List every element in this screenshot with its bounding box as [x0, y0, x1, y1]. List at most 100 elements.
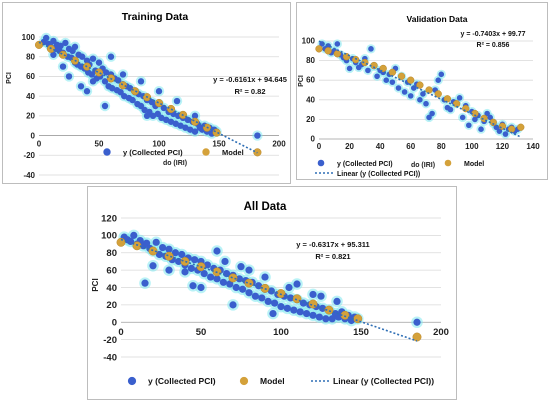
collected-pci-point: [191, 112, 199, 120]
model-point: [333, 50, 341, 58]
legend-swatch: [127, 376, 137, 386]
model-point: [517, 123, 525, 131]
y-tick-label: 100: [101, 231, 117, 242]
y-axis-label: PCI: [91, 278, 100, 291]
y-axis-label: PCI: [6, 72, 13, 84]
collected-pci-point: [245, 289, 253, 297]
legend-label: Model: [464, 161, 484, 168]
trendline-equation: y = -0.6161x + 94.645: [213, 75, 287, 84]
legend-swatch: [317, 159, 325, 167]
collected-pci-point: [296, 308, 304, 316]
collected-pci-point: [315, 313, 323, 321]
x-tick-label: 120: [496, 142, 510, 151]
collected-pci-point: [285, 283, 293, 292]
collected-pci-point: [109, 85, 116, 92]
model-point: [34, 40, 44, 49]
y-tick-label: 20: [306, 115, 315, 124]
y-axis-label: PCI: [298, 75, 305, 87]
training-data-panel: -40 -20 0 20 40 60 80 100 0 50 100 150 200 Training D…: [2, 2, 291, 184]
x-tick-label: 0: [317, 142, 322, 151]
model-point: [58, 50, 68, 59]
y-tick-label: 60: [306, 76, 315, 85]
collected-pci-point: [232, 283, 240, 292]
collected-pci-point: [50, 51, 57, 58]
legend-label: Model: [260, 376, 285, 386]
collected-pci-point: [484, 110, 490, 117]
r-squared: R² = 0.82: [234, 87, 265, 96]
model-point: [443, 95, 452, 103]
collected-pci-point: [229, 301, 237, 309]
collected-pci-point: [221, 257, 229, 266]
collected-pci-point: [237, 263, 245, 271]
collected-pci-point: [466, 122, 472, 129]
collected-pci-point: [383, 77, 390, 83]
collected-pci-point: [299, 299, 307, 307]
model-point: [388, 68, 397, 77]
model-point: [416, 81, 424, 89]
x-tick-label: 20: [345, 142, 354, 151]
collected-pci-point: [322, 315, 330, 323]
legend-swatch: [202, 148, 210, 156]
y-tick-label: -40: [103, 352, 117, 363]
collected-pci-point: [77, 83, 85, 90]
collected-pci-point: [101, 102, 109, 110]
collected-pci-point: [143, 239, 151, 247]
model-point: [407, 76, 415, 84]
legend-label: y (Collected PCI): [337, 161, 393, 168]
x-tick-label: 140: [526, 142, 540, 151]
collected-pci-point: [264, 297, 272, 305]
collected-pci-point: [365, 67, 371, 74]
collected-pci-point: [401, 89, 408, 95]
trendline-equation: y = -0.7403x + 99.77: [461, 31, 526, 38]
model-point: [116, 237, 126, 247]
model-point: [397, 72, 406, 80]
collected-pci-point: [435, 77, 442, 83]
collected-pci-point: [62, 39, 69, 47]
model-point: [118, 81, 128, 90]
x-tick-label: 60: [406, 142, 415, 151]
collected-pci-point: [59, 63, 67, 70]
collected-pci-point: [269, 309, 277, 318]
collected-pci-point: [191, 256, 199, 264]
legend-label: Linear (y (Collected PCI)): [337, 171, 420, 178]
x-tick-label: 0: [37, 140, 42, 149]
collected-pci-point: [346, 65, 353, 72]
collected-pci-point: [149, 262, 157, 270]
validation-data-chart: 0 20 40 60 80 100 0 20 40 60 80 100 120 140 Validation…: [298, 14, 540, 178]
y-tick-label: 80: [306, 56, 315, 65]
collected-pci-point: [107, 53, 115, 60]
collected-pci-point: [152, 238, 160, 246]
model-point: [166, 104, 176, 114]
model-point: [148, 246, 158, 256]
validation-data-panel: 0 20 40 60 80 100 0 20 40 60 80 100 120 140 Validation…: [296, 2, 548, 180]
collected-pci-point: [173, 97, 181, 105]
model-point: [228, 273, 238, 283]
model-point: [308, 299, 318, 309]
legend-swatch: [103, 148, 111, 156]
collected-pci-point: [389, 79, 396, 85]
model-point: [324, 305, 334, 315]
model-point: [507, 125, 516, 133]
x-tick-label: 80: [437, 142, 446, 151]
y-tick-label: 120: [101, 213, 117, 224]
x-tick-label: 150: [353, 327, 369, 338]
collected-pci-point: [261, 273, 269, 281]
collected-pci-point: [254, 132, 261, 139]
model-point: [324, 47, 332, 55]
r-squared: R² = 0.856: [477, 42, 510, 49]
x-tick-label: 100: [465, 142, 479, 151]
model-point: [180, 256, 190, 266]
collected-pci-point: [456, 95, 463, 101]
collected-pci-point: [283, 304, 291, 312]
collected-pci-point: [235, 275, 243, 283]
legend-label: Model: [222, 148, 244, 157]
collected-pci-point: [258, 294, 266, 302]
model-point: [94, 68, 104, 77]
y-tick-label: 0: [31, 131, 36, 140]
collected-pci-point: [121, 92, 128, 100]
collected-pci-point: [226, 280, 234, 288]
model-point: [434, 90, 442, 98]
collected-pci-point: [182, 124, 189, 131]
